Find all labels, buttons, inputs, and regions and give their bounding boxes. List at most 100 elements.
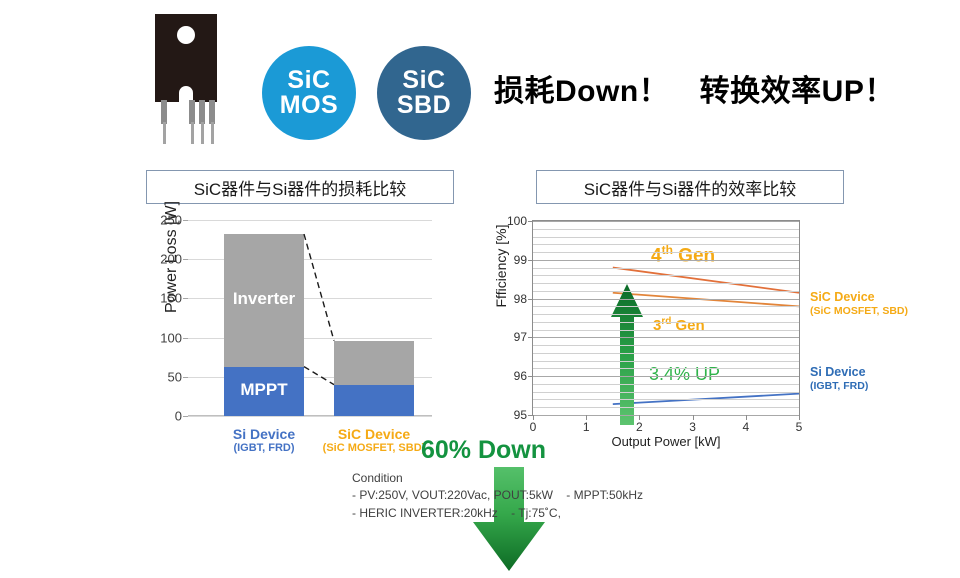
page-title: 损耗Down！ 转换效率UP！ bbox=[494, 75, 895, 108]
efficiency-minor-gridline bbox=[533, 345, 799, 347]
gen3-label: 3rd Gen bbox=[653, 316, 705, 334]
legend-si-device-subtitle: (IGBT, FRD) bbox=[810, 380, 869, 392]
efficiency-minor-gridline bbox=[533, 391, 799, 393]
efficiency-y-tick: 95 bbox=[513, 408, 527, 422]
power-loss-y-tick: 200 bbox=[160, 251, 182, 267]
bar-segment-inverter bbox=[334, 340, 414, 385]
bar-segment-inverter-label: Inverter bbox=[232, 289, 296, 309]
efficiency-y-tick: 96 bbox=[513, 369, 527, 384]
efficiency-x-tickmark bbox=[586, 415, 588, 420]
efficiency-y-tickmark bbox=[528, 337, 533, 339]
bar-segment-inverter: Inverter bbox=[224, 234, 304, 367]
section-title-loss-label: SiC器件与Si器件的损耗比较 bbox=[193, 179, 407, 199]
efficiency-x-tick: 4 bbox=[742, 420, 750, 434]
down-annotation-text: 60% Down bbox=[421, 436, 547, 464]
power-loss-plot-area: 0 50 100 150 200 250 Inverter MPPT bbox=[160, 213, 432, 424]
efficiency-minor-gridline bbox=[533, 244, 799, 246]
gen4-suffix: th bbox=[661, 243, 673, 257]
power-loss-category-label: Si Device (IGBT, FRD) bbox=[179, 426, 349, 455]
efficiency-minor-gridline bbox=[533, 290, 799, 292]
legend-si-device-title: Si Device bbox=[810, 365, 866, 379]
condition-line-2: - HERIC INVERTER:20kHz - Tj:75˚C, bbox=[352, 505, 561, 520]
badge-sic-sbd-line1: SiC bbox=[402, 65, 446, 94]
badge-sic-mos-line1: SiC bbox=[287, 65, 331, 94]
efficiency-major-gridline bbox=[533, 337, 799, 339]
power-loss-y-tickmark bbox=[183, 416, 188, 417]
package-pin-3-lead bbox=[200, 122, 204, 144]
efficiency-minor-gridline bbox=[533, 228, 799, 230]
power-loss-y-tick: 250 bbox=[160, 212, 182, 228]
efficiency-x-tickmark bbox=[639, 415, 641, 420]
power-device-package-icon bbox=[155, 14, 217, 144]
efficiency-minor-gridline bbox=[533, 407, 799, 409]
legend-sic-device-title: SiC Device bbox=[810, 290, 875, 304]
efficiency-minor-gridline bbox=[533, 283, 799, 285]
efficiency-x-tick: 3 bbox=[689, 420, 696, 434]
condition-block: Condition - PV:250V, VOUT:220Vac, POUT:5… bbox=[352, 470, 643, 522]
power-loss-gridline bbox=[188, 220, 432, 221]
efficiency-minor-gridline bbox=[533, 275, 799, 277]
package-pin-2 bbox=[189, 100, 195, 124]
gen4-tail: Gen bbox=[672, 245, 716, 267]
power-loss-x-axis bbox=[188, 414, 432, 416]
legend-sic-device-subtitle: (SiC MOSFET, SBD) bbox=[810, 305, 909, 317]
section-title-efficiency: SiC器件与Si器件的效率比较 bbox=[536, 170, 844, 204]
efficiency-x-tick: 0 bbox=[529, 420, 537, 434]
efficiency-x-tickmark bbox=[692, 415, 694, 420]
efficiency-major-gridline bbox=[533, 259, 799, 261]
power-loss-y-tick: 150 bbox=[160, 290, 182, 306]
condition-title: Condition bbox=[352, 471, 403, 485]
efficiency-x-tick: 2 bbox=[636, 420, 643, 434]
efficiency-plot-area: 4th Gen 3rd Gen 3.4% UP 9596979899100012… bbox=[507, 214, 802, 434]
gen3-tail: Gen bbox=[671, 317, 705, 334]
category-subtitle: (IGBT, FRD) bbox=[233, 442, 295, 455]
badge-sic-sbd-line2: SBD bbox=[396, 91, 452, 119]
package-pin-4 bbox=[209, 100, 215, 124]
efficiency-chart: Ffficiency [%] 4th Gen bbox=[488, 212, 958, 462]
slide-canvas: SiC MOS SiC SBD 损耗Down！ 转换效率UP！ SiC器件与Si… bbox=[146, 14, 958, 571]
efficiency-y-tick: 100 bbox=[506, 214, 527, 228]
efficiency-minor-gridline bbox=[533, 252, 799, 254]
efficiency-major-gridline bbox=[533, 221, 799, 222]
efficiency-minor-gridline bbox=[533, 360, 799, 362]
efficiency-y-tick: 97 bbox=[513, 330, 527, 345]
efficiency-y-tickmark bbox=[528, 298, 533, 300]
badge-sic-sbd: SiC SBD bbox=[377, 46, 471, 140]
efficiency-x-tickmark bbox=[799, 415, 800, 420]
efficiency-x-tick: 5 bbox=[795, 420, 803, 434]
power-loss-y-tickmark bbox=[183, 259, 188, 261]
efficiency-y-tick: 98 bbox=[513, 291, 527, 306]
efficiency-minor-gridline bbox=[533, 399, 799, 401]
power-loss-y-tickmark bbox=[183, 337, 188, 339]
section-title-loss: SiC器件与Si器件的损耗比较 bbox=[146, 170, 454, 204]
category-name: SiC Device bbox=[337, 426, 411, 442]
package-pin-1-lead bbox=[162, 122, 166, 144]
efficiency-x-tickmark bbox=[533, 415, 534, 420]
package-pin-4-lead bbox=[210, 122, 214, 144]
efficiency-minor-gridline bbox=[533, 368, 799, 370]
badge-sic-mos-line2: MOS bbox=[279, 91, 339, 119]
efficiency-series-line bbox=[612, 392, 799, 406]
gen3-suffix: rd bbox=[661, 316, 671, 327]
efficiency-x-tick: 1 bbox=[582, 420, 590, 434]
badge-sic-mos: SiC MOS bbox=[262, 46, 356, 140]
power-loss-y-tick: 100 bbox=[160, 330, 182, 346]
legend-sic-device: SiC Device (SiC MOSFET, SBD) bbox=[810, 290, 908, 318]
efficiency-series-line bbox=[612, 266, 799, 294]
power-loss-y-tickmark bbox=[183, 376, 188, 378]
package-pin-1 bbox=[161, 100, 167, 124]
efficiency-major-gridline bbox=[533, 376, 799, 378]
efficiency-minor-gridline bbox=[533, 267, 799, 269]
section-title-efficiency-label: SiC器件与Si器件的效率比较 bbox=[583, 179, 797, 199]
efficiency-major-gridline bbox=[533, 298, 799, 300]
up-annotation-text: 3.4% UP bbox=[649, 364, 721, 384]
package-pin-2-lead bbox=[190, 122, 194, 144]
bar-segment-mppt bbox=[334, 384, 414, 416]
condition-line-1: - PV:250V, VOUT:220Vac, POUT:5kW - MPPT:… bbox=[352, 488, 643, 503]
efficiency-minor-gridline bbox=[533, 236, 799, 238]
efficiency-y-tickmark bbox=[528, 376, 533, 378]
efficiency-major-gridline bbox=[533, 415, 799, 416]
efficiency-minor-gridline bbox=[533, 321, 799, 323]
efficiency-y-tickmark bbox=[528, 259, 533, 261]
legend-si-device: Si Device (IGBT, FRD) bbox=[810, 365, 868, 393]
